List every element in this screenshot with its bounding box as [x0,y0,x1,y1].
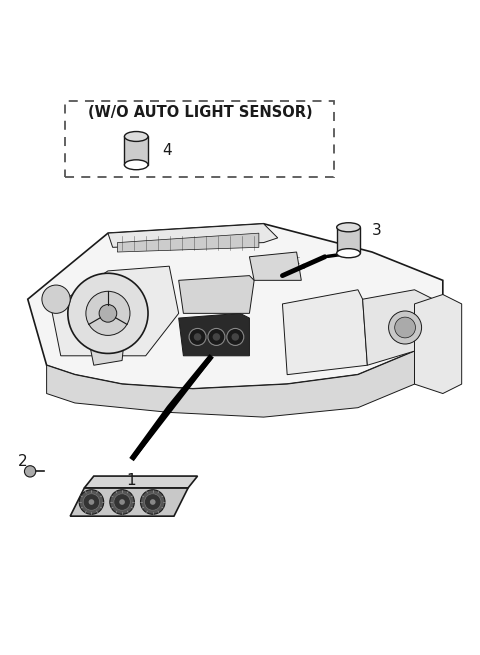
Text: 2: 2 [18,455,28,470]
Circle shape [86,291,130,335]
Polygon shape [179,276,254,313]
Circle shape [227,328,244,345]
Circle shape [24,466,36,477]
Polygon shape [84,476,198,488]
Ellipse shape [150,499,156,505]
Ellipse shape [89,499,94,505]
Polygon shape [51,266,179,356]
Polygon shape [118,233,259,252]
Circle shape [213,333,220,341]
Circle shape [389,311,421,344]
Polygon shape [124,136,148,165]
Text: 1: 1 [127,474,136,488]
Ellipse shape [119,499,125,505]
Ellipse shape [124,160,148,170]
Ellipse shape [141,490,165,514]
Circle shape [42,285,70,313]
Ellipse shape [124,132,148,141]
Ellipse shape [336,249,360,258]
Polygon shape [47,351,415,417]
Ellipse shape [110,490,134,514]
Text: (W/O AUTO LIGHT SENSOR): (W/O AUTO LIGHT SENSOR) [87,105,312,120]
Circle shape [231,333,239,341]
Circle shape [99,305,117,322]
Polygon shape [362,290,443,365]
Text: 4: 4 [162,143,172,158]
Polygon shape [250,252,301,280]
Ellipse shape [144,494,161,510]
Circle shape [395,317,416,338]
Text: 3: 3 [372,223,382,238]
Polygon shape [70,488,188,516]
Polygon shape [282,290,367,375]
Ellipse shape [336,223,360,232]
Ellipse shape [83,494,100,510]
Polygon shape [108,224,278,248]
Polygon shape [336,227,360,253]
Circle shape [208,328,225,345]
Polygon shape [415,295,462,394]
Circle shape [194,333,201,341]
Ellipse shape [79,490,104,514]
Polygon shape [84,304,127,365]
Circle shape [189,328,206,345]
Polygon shape [28,224,443,389]
Circle shape [68,273,148,354]
Polygon shape [179,313,250,356]
Ellipse shape [114,494,131,510]
